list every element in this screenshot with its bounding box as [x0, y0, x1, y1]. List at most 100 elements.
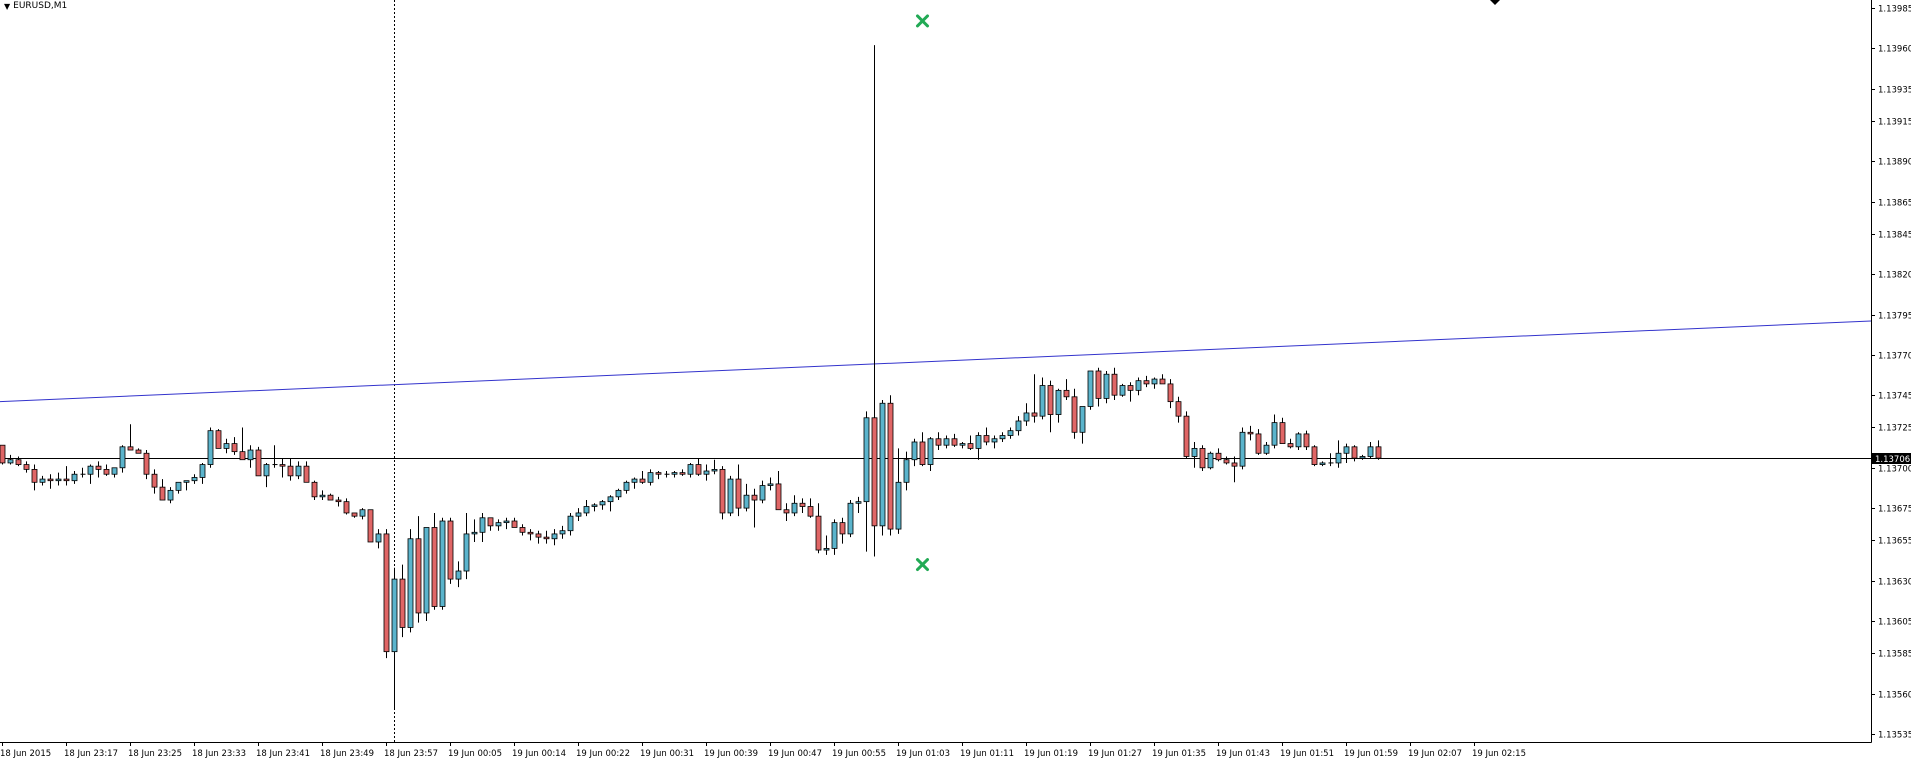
- candle-bear: [159, 486, 166, 501]
- candle-bear: [1183, 415, 1190, 457]
- y-tick-label: 1.13605: [1878, 618, 1911, 628]
- arrow-marker-x-icon[interactable]: [916, 558, 929, 572]
- candle-bear: [1127, 385, 1134, 391]
- candle-bull: [583, 506, 590, 514]
- y-tick-label: 1.13700: [1878, 465, 1911, 475]
- candle-bull: [1135, 380, 1142, 391]
- candle-bear: [519, 527, 526, 533]
- candle-bear: [447, 520, 454, 580]
- candle-bear: [1199, 448, 1206, 469]
- candle-bull: [607, 496, 614, 503]
- y-tick-label: 1.13915: [1878, 118, 1911, 128]
- candle-bear: [655, 472, 662, 475]
- arrow-marker-x-icon[interactable]: [916, 14, 929, 28]
- candle-bear: [815, 515, 822, 551]
- candle-bear: [231, 443, 238, 453]
- candle-bear: [15, 459, 22, 465]
- candle-bull: [599, 501, 606, 506]
- candle-bear: [839, 522, 846, 535]
- candle-bear: [639, 478, 646, 483]
- candle-bull: [295, 465, 302, 477]
- candle-bear: [487, 517, 494, 527]
- y-tick-label: 1.13630: [1878, 578, 1911, 588]
- x-tick-label: 19 Jun 00:14: [512, 749, 566, 759]
- x-tick-label: 18 Jun 2015: [0, 749, 51, 759]
- candle-bull: [567, 515, 574, 532]
- candle-bull: [1055, 389, 1062, 415]
- candle-bear: [679, 472, 686, 475]
- y-tick-label: 1.13890: [1878, 158, 1911, 168]
- x-tick-label: 19 Jun 01:27: [1088, 749, 1142, 759]
- x-tick-label: 18 Jun 23:25: [128, 749, 182, 759]
- candle-bear: [1159, 378, 1166, 385]
- candle-bull: [479, 517, 486, 533]
- candle-bear: [143, 452, 150, 475]
- candle-bull: [439, 520, 446, 607]
- candle-bull: [559, 530, 566, 535]
- candle-bull: [575, 512, 582, 517]
- candle-bear: [511, 520, 518, 528]
- candle-bear: [279, 464, 286, 467]
- candle-bear: [1111, 373, 1118, 396]
- candle-bear: [0, 444, 6, 464]
- candle-bear: [1223, 459, 1230, 464]
- x-tick-label: 19 Jun 00:47: [768, 749, 822, 759]
- candle-bear: [751, 494, 758, 501]
- x-tick-label: 19 Jun 00:22: [576, 749, 630, 759]
- candle-bear: [775, 483, 782, 511]
- trendline[interactable]: [0, 320, 1872, 403]
- candle-bear: [95, 465, 102, 470]
- candle-bull: [1271, 422, 1278, 446]
- candle-bear: [919, 441, 926, 465]
- candle-bear: [735, 478, 742, 509]
- candle-bull: [247, 449, 254, 461]
- x-tick-label: 19 Jun 00:31: [640, 749, 694, 759]
- candle-bull: [1079, 406, 1086, 433]
- candle-bear: [215, 430, 222, 449]
- candle-bull: [1151, 378, 1158, 385]
- candle-bear: [1063, 389, 1070, 398]
- candle-bull: [1359, 456, 1366, 459]
- candle-bear: [1247, 431, 1254, 435]
- dropdown-triangle-icon[interactable]: ▼: [4, 1, 11, 11]
- y-tick-label: 1.13960: [1878, 45, 1911, 55]
- candle-bull: [591, 504, 598, 507]
- candle-bull: [671, 472, 678, 475]
- candle-bull: [1343, 446, 1350, 454]
- candle-bull: [391, 578, 398, 653]
- candle-bull: [1263, 444, 1270, 454]
- candle-bull: [823, 548, 830, 551]
- candle-bear: [1143, 380, 1150, 385]
- candle-bear: [335, 499, 342, 503]
- candle-bull: [615, 489, 622, 498]
- chart-shift-marker-icon[interactable]: [1490, 0, 1500, 5]
- candle-bull: [119, 446, 126, 469]
- candle-bull: [1119, 385, 1126, 396]
- candle-bull: [1039, 385, 1046, 417]
- x-tick-label: 19 Jun 01:11: [960, 749, 1014, 759]
- candle-bull: [1015, 420, 1022, 432]
- candle-bear: [695, 464, 702, 475]
- candle-bull: [855, 501, 862, 504]
- candle-bear: [1047, 385, 1054, 415]
- candle-bull: [183, 480, 190, 483]
- candle-bull: [199, 464, 206, 478]
- candle-bull: [407, 538, 414, 628]
- candle-bear: [255, 449, 262, 477]
- y-tick-label: 1.13985: [1878, 5, 1911, 15]
- candle-bull: [191, 477, 198, 482]
- candle-bear: [343, 501, 350, 514]
- candle-bear: [415, 538, 422, 614]
- candle-bull: [831, 522, 838, 549]
- candle-bull: [959, 443, 966, 446]
- candle-bull: [1367, 446, 1374, 457]
- candle-bear: [543, 536, 550, 540]
- candle-bear: [1095, 370, 1102, 399]
- candle-bear: [1311, 446, 1318, 465]
- candle-bear: [1167, 383, 1174, 403]
- x-tick-label: 19 Jun 01:19: [1024, 749, 1078, 759]
- candle-bull: [463, 533, 470, 572]
- candle-bear: [807, 506, 814, 517]
